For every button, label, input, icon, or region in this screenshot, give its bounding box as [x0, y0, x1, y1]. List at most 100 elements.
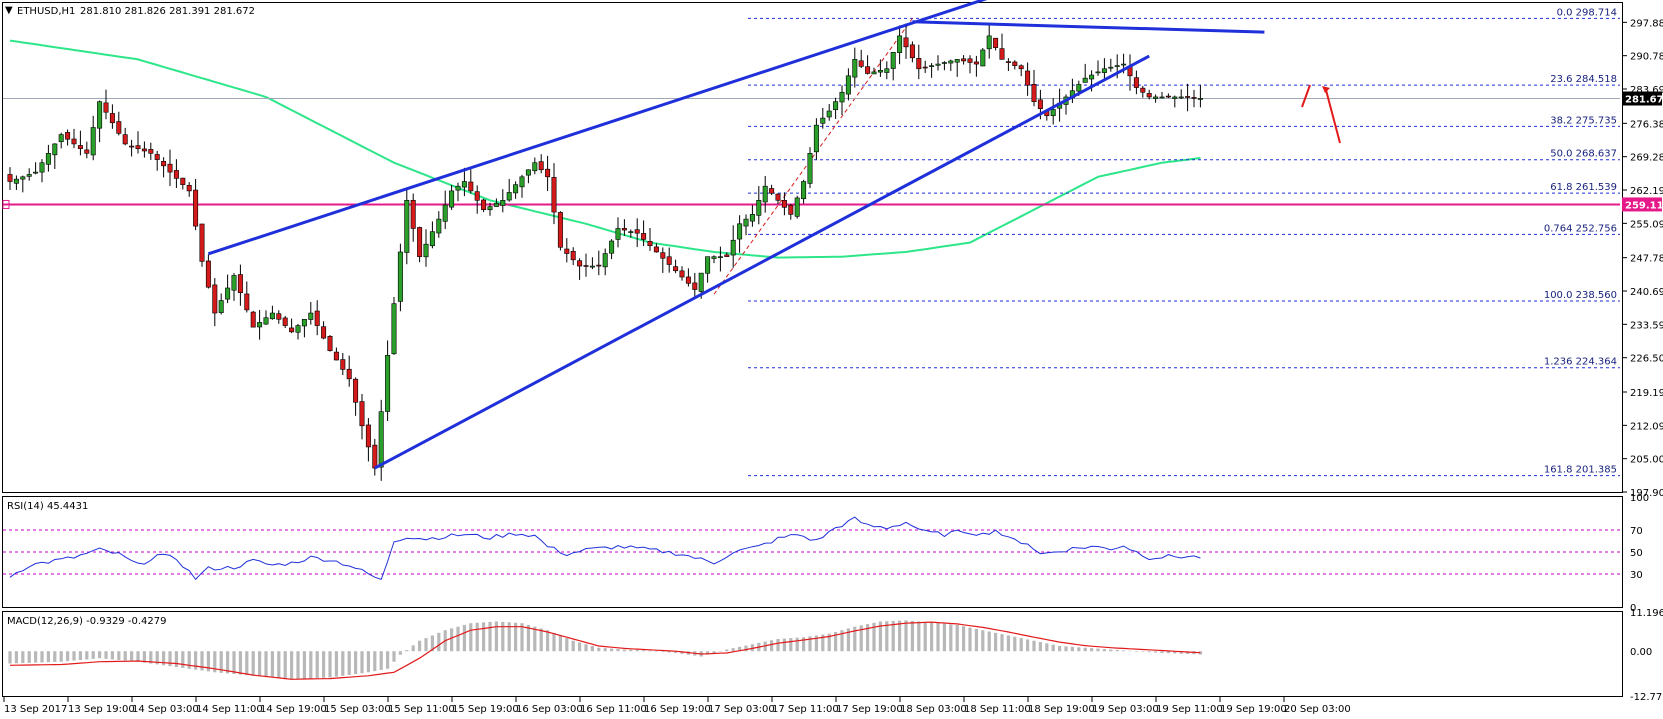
macd-histogram-bar	[450, 628, 454, 652]
macd-histogram-bar	[104, 651, 108, 659]
candle-body	[762, 185, 768, 203]
macd-histogram-bar	[373, 651, 377, 672]
macd-histogram-bar	[226, 651, 230, 674]
time-tick-label: 16 Sep 11:00	[580, 704, 647, 715]
candle-body	[685, 276, 691, 284]
candle-body	[647, 241, 653, 247]
candle-body	[897, 35, 903, 53]
current-price-tag-bg	[1622, 91, 1662, 106]
macd-histogram-bar	[181, 651, 185, 668]
macd-histogram-bar	[526, 624, 530, 652]
macd-histogram-bar	[987, 631, 991, 652]
time-tick-label: 17 Sep 11:00	[772, 704, 839, 715]
macd-title: MACD(12,26,9) -0.9329 -0.4279	[7, 616, 167, 627]
price-tick-label: 205.000	[1630, 455, 1663, 466]
macd-histogram-bar	[808, 636, 812, 652]
wedge-lower-trendline[interactable]	[374, 54, 1150, 470]
candle-body	[116, 121, 122, 134]
macd-histogram-bar	[872, 622, 876, 652]
time-tick-label: 16 Sep 19:00	[644, 704, 711, 715]
macd-histogram-bar	[245, 651, 249, 676]
macd-histogram-bar	[1166, 651, 1170, 654]
candle-body	[737, 223, 743, 240]
candle-body	[13, 178, 19, 184]
macd-histogram-bar	[162, 651, 166, 666]
macd-histogram-bar	[546, 630, 550, 652]
macd-histogram-bar	[942, 623, 946, 652]
price-tick-label: 247.785	[1630, 254, 1663, 265]
candle-body	[429, 231, 435, 247]
candle-body	[973, 61, 979, 65]
candle-body	[404, 200, 410, 253]
candle-body	[705, 256, 711, 274]
candle-body	[826, 110, 832, 118]
macd-histogram-bar	[776, 638, 780, 652]
macd-histogram-bar	[341, 651, 345, 676]
macd-histogram-bar	[949, 624, 953, 652]
candle-body	[852, 59, 858, 78]
candle-body	[1108, 66, 1114, 69]
macd-histogram-bar	[258, 651, 262, 677]
macd-histogram-bar	[437, 632, 441, 652]
candle-body	[954, 59, 960, 63]
macd-histogram-bar	[488, 621, 492, 652]
macd-histogram-bar	[878, 621, 882, 652]
candle-body	[365, 424, 371, 448]
candle-body	[109, 113, 115, 124]
candle-body	[231, 275, 237, 291]
macd-histogram-bar	[110, 651, 114, 660]
candle-body	[711, 256, 717, 259]
macd-histogram-bar	[834, 631, 838, 652]
macd-histogram-bar	[629, 649, 633, 652]
macd-histogram-bar	[475, 622, 479, 652]
candle-body	[1018, 65, 1024, 70]
macd-histogram-bar	[578, 642, 582, 652]
time-tick-label: 17 Sep 19:00	[836, 704, 903, 715]
candle-body	[122, 134, 128, 145]
macd-histogram-bar	[1134, 651, 1138, 652]
fib-level-label: 0.0 298.714	[1557, 7, 1617, 18]
macd-histogram-bar	[552, 632, 556, 652]
candle-body	[276, 313, 282, 320]
macd-histogram-bar	[750, 644, 754, 652]
candle-body	[525, 169, 531, 176]
candle-body	[1005, 61, 1011, 63]
wedge-upper-trendline[interactable]	[207, 0, 1002, 256]
macd-histogram-bar	[130, 651, 134, 662]
macd-histogram-bar	[859, 625, 863, 652]
rsi-tick-label: 50	[1630, 548, 1643, 559]
macd-histogram-bar	[610, 648, 614, 652]
macd-histogram-bar	[72, 651, 76, 661]
time-tick-label: 15 Sep 03:00	[324, 704, 391, 715]
candle-body	[583, 265, 589, 267]
candle-body	[1165, 95, 1171, 98]
macd-histogram-bar	[136, 651, 140, 662]
macd-histogram-bar	[219, 651, 223, 673]
macd-histogram-bar	[462, 624, 466, 652]
candle-body	[922, 66, 928, 69]
candle-body	[1037, 99, 1043, 109]
fib-level-label: 0.764 252.756	[1544, 223, 1617, 234]
candle-body	[218, 300, 224, 313]
macd-histogram-bar	[1064, 646, 1068, 652]
candle-body	[423, 243, 429, 258]
candle-body	[186, 185, 192, 192]
candle-body	[557, 212, 563, 248]
candle-body	[865, 66, 871, 74]
candle-body	[698, 272, 704, 292]
candle-body	[993, 37, 999, 48]
candle-body	[212, 284, 218, 314]
candle-body	[1076, 84, 1082, 92]
macd-tick-label: 11.1963	[1630, 608, 1663, 619]
candle-body	[65, 132, 71, 140]
descending-trendline[interactable]	[912, 20, 1265, 34]
macd-histogram-bar	[1122, 650, 1126, 652]
candle-body	[257, 322, 263, 328]
candle-body	[653, 246, 659, 253]
macd-histogram-bar	[866, 624, 870, 652]
candle-body	[263, 317, 269, 325]
price-pane	[2, 2, 1623, 493]
rsi-pane	[2, 496, 1623, 608]
dropdown-icon[interactable]: ▼	[5, 5, 13, 16]
macd-histogram-bar	[78, 651, 82, 660]
